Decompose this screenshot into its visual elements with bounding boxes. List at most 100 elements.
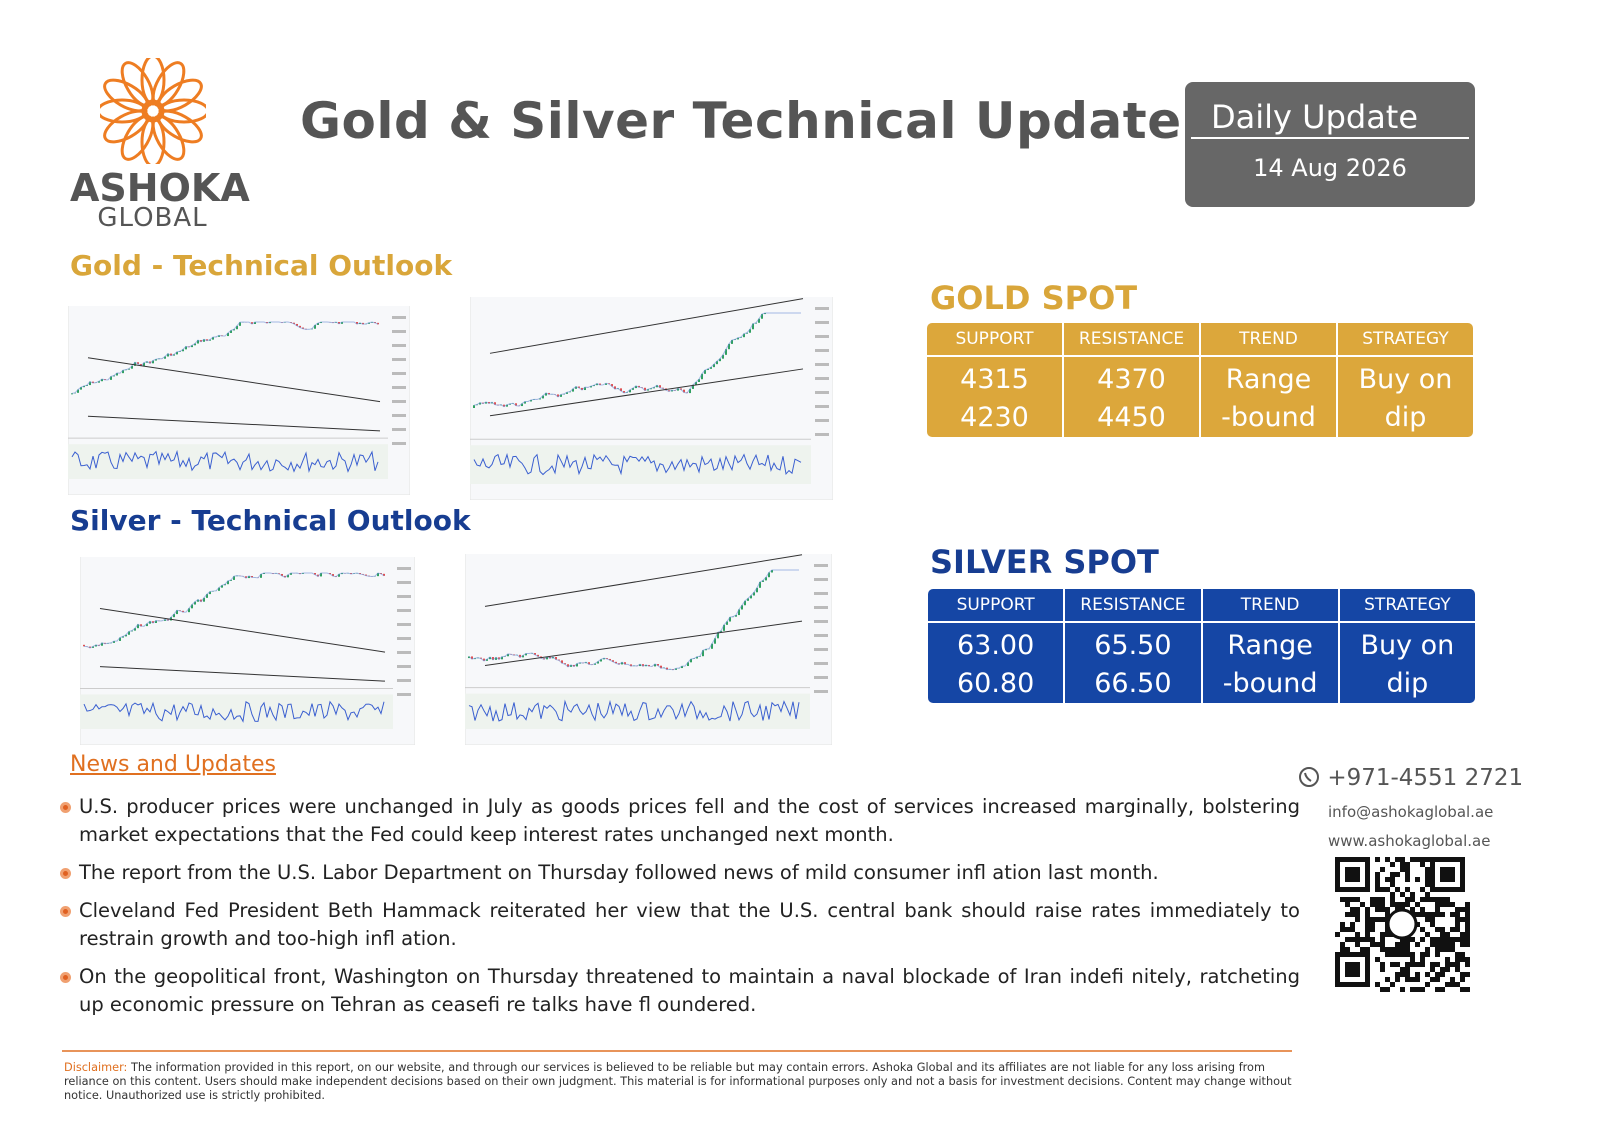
column-header: SUPPORT — [928, 589, 1064, 623]
qr-module — [1465, 907, 1470, 912]
decor — [397, 581, 411, 584]
qr-module — [1465, 902, 1470, 907]
qr-module — [1435, 937, 1440, 942]
qr-module — [1395, 947, 1400, 952]
qr-module — [1400, 892, 1405, 897]
qr-module — [1380, 867, 1385, 872]
qr-module — [1415, 902, 1420, 907]
column-header: STRATEGY — [1338, 323, 1473, 357]
qr-module — [1455, 957, 1460, 962]
decor — [815, 377, 829, 380]
qr-module — [1445, 937, 1450, 942]
qr-module — [1445, 962, 1450, 967]
qr-module — [1450, 902, 1455, 907]
qr-module — [1405, 972, 1410, 977]
decor — [815, 363, 829, 366]
qr-module — [1340, 942, 1345, 947]
qr-module — [1360, 937, 1365, 942]
section-heading: Gold - Technical Outlook — [70, 249, 453, 282]
qr-module — [1395, 952, 1400, 957]
qr-module — [1440, 902, 1445, 907]
qr-module — [1420, 907, 1425, 912]
qr-module — [1375, 982, 1380, 987]
bullet — [60, 972, 71, 983]
table-cell: Range — [1227, 630, 1313, 661]
qr-module — [1355, 907, 1360, 912]
qr-module — [1400, 947, 1405, 952]
qr-module — [1380, 942, 1385, 947]
qr-module — [1380, 907, 1385, 912]
qr-module — [1440, 912, 1445, 917]
badge: Daily Update 14 Aug 2026 — [1185, 82, 1475, 207]
decor — [814, 620, 828, 623]
news-text: Cleveland Fed President Beth Hammack rei… — [79, 899, 1300, 950]
petal — [120, 61, 155, 108]
qr-module — [1375, 882, 1380, 887]
qr-module — [1430, 917, 1435, 922]
decor — [68, 292, 410, 306]
news-text: The report from the U.S. Labor Departmen… — [79, 861, 1159, 884]
qr-module — [1425, 857, 1430, 862]
qr-module — [1405, 962, 1410, 967]
qr-module — [1385, 927, 1390, 932]
decor — [815, 391, 829, 394]
qr-module — [1420, 937, 1425, 942]
qr-module — [1445, 902, 1450, 907]
qr-module — [1345, 947, 1350, 952]
qr-module — [1385, 907, 1390, 912]
bullet — [60, 906, 71, 917]
column-header: TREND — [1202, 589, 1338, 623]
decor — [397, 665, 411, 668]
qr-module — [1435, 962, 1440, 967]
qr-module — [1420, 862, 1425, 867]
disclaimer: Disclaimer: The information provided in … — [64, 1061, 1294, 1103]
decor — [815, 349, 829, 352]
decor — [392, 442, 406, 445]
qr-module — [1420, 962, 1425, 967]
decor — [392, 372, 406, 375]
qr-module — [1410, 907, 1415, 912]
qr-module — [1460, 977, 1465, 982]
qr-module — [1465, 932, 1470, 937]
news-item: Cleveland Fed President Beth Hammack rei… — [60, 897, 1300, 953]
qr-module — [1465, 987, 1470, 992]
table-cell: dip — [1384, 402, 1427, 433]
qr-module — [1385, 932, 1390, 937]
qr-module — [1340, 927, 1345, 932]
qr-module — [1375, 902, 1380, 907]
qr-module — [1380, 967, 1385, 972]
qr-module — [1400, 902, 1405, 907]
qr-module — [1390, 952, 1395, 957]
qr-module — [1435, 977, 1440, 982]
qr-module — [1355, 897, 1360, 902]
decor — [465, 693, 810, 729]
decor — [397, 651, 411, 654]
decor — [68, 444, 388, 479]
table-cell: 65.50 — [1094, 630, 1172, 661]
decor — [397, 623, 411, 626]
qr-module — [1410, 957, 1415, 962]
decor — [815, 307, 829, 310]
qr-module — [1420, 927, 1425, 932]
column-header: TREND — [1201, 323, 1336, 357]
qr-module — [1395, 857, 1400, 862]
qr-module — [1385, 912, 1390, 917]
qr-module — [1395, 902, 1400, 907]
qr-module — [1365, 917, 1370, 922]
column-header: RESISTANCE — [1064, 323, 1199, 357]
qr-module — [1380, 937, 1385, 942]
qr-module — [1455, 917, 1460, 922]
decor — [397, 637, 411, 640]
qr-module — [1455, 922, 1460, 927]
qr-module — [1435, 907, 1440, 912]
qr-module — [1430, 942, 1435, 947]
decor — [392, 386, 406, 389]
qr-module — [1435, 942, 1440, 947]
qr-module — [1350, 937, 1355, 942]
qr-module — [1365, 912, 1370, 917]
decor — [814, 662, 828, 665]
decor — [814, 676, 828, 679]
qr-module — [1365, 922, 1370, 927]
qr-module — [1410, 977, 1415, 982]
disclaimer-text: The information provided in this report,… — [64, 1061, 1292, 1102]
